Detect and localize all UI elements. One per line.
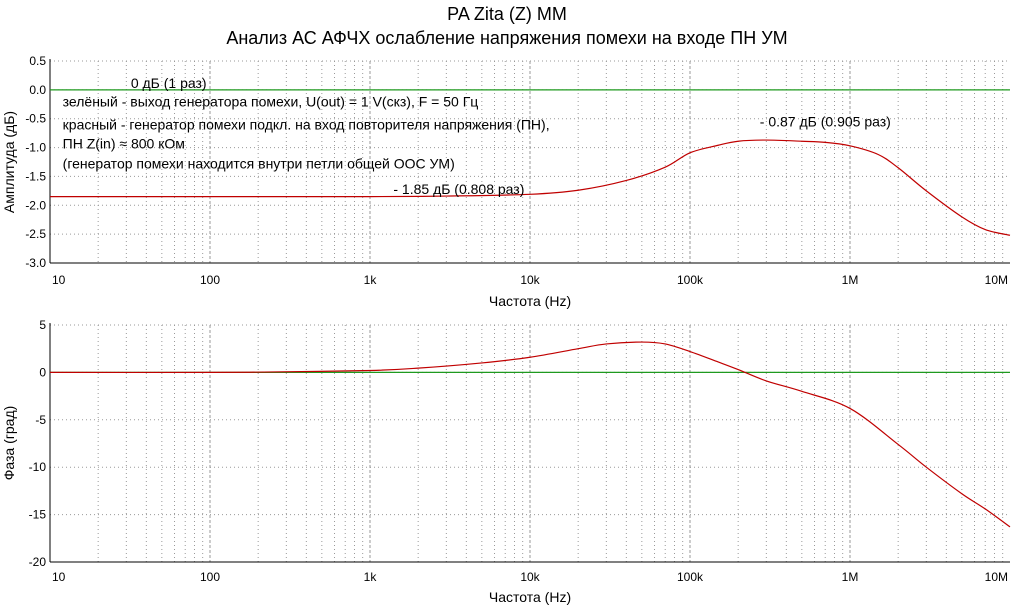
y-tick-label: -1.0 — [25, 141, 46, 155]
x-tick-label: 10k — [520, 570, 540, 584]
y-tick-label: -2.5 — [25, 227, 46, 241]
plot-panel-1: 0.5 0.0 -0.5 -1.0 -1.5 -2.0 -2.5 -3.0 10 100 1k 10k… — [1, 54, 1011, 309]
y-tick-label: 0.5 — [29, 54, 46, 68]
chart-annotation: ПН Z(in) ≈ 800 кОм — [63, 136, 185, 152]
x-tick-label: 1k — [364, 570, 378, 584]
y-tick-label: 0.0 — [29, 83, 46, 97]
x-tick-label: 10 — [52, 273, 66, 287]
plot-panel-2: 5 0 -5 -10 -15 -20 10 100 1k 10k 100k 1M 10M Частота … — [1, 318, 1011, 605]
chart-annotation: - 1.85 дБ (0.808 раз) — [393, 181, 524, 197]
x-tick-label: 10M — [985, 273, 1008, 287]
y-tick-label: -20 — [29, 555, 47, 569]
chart-annotation: красный - генератор помехи подкл. на вхо… — [63, 116, 550, 132]
chart-subtitle: Анализ АС АФЧХ ослабление напряжения пом… — [226, 28, 788, 48]
y-tick-label: -10 — [29, 460, 47, 474]
x-tick-label: 10 — [52, 570, 66, 584]
x-tick-label: 10M — [985, 570, 1008, 584]
chart-annotation: - 0.87 дБ (0.905 раз) — [760, 114, 891, 130]
x-axis-title: Частота (Hz) — [489, 293, 571, 309]
y-axis-title: Амплитуда (дБ) — [1, 111, 17, 213]
y-tick-label: -5 — [35, 413, 46, 427]
x-tick-label: 100 — [200, 273, 220, 287]
chart-annotation: зелёный - выход генератора помехи, U(out… — [63, 93, 479, 109]
x-tick-label: 10k — [520, 273, 540, 287]
y-tick-label: -3.0 — [25, 256, 46, 270]
series-line-red — [49, 341, 1011, 528]
y-tick-label: 5 — [39, 318, 46, 332]
y-tick-label: -0.5 — [25, 112, 46, 126]
chart-annotation: (генератор помехи находится внутри петли… — [63, 156, 455, 172]
y-tick-label: 0 — [39, 365, 46, 379]
x-tick-label: 100k — [677, 273, 704, 287]
x-tick-label: 1M — [842, 570, 859, 584]
x-axis-title: Частота (Hz) — [489, 589, 571, 605]
chart-title: PA Zita (Z) MM — [447, 4, 567, 24]
y-axis-title: Фаза (град) — [1, 406, 17, 481]
y-tick-label: -2.0 — [25, 198, 46, 212]
x-tick-label: 1k — [364, 273, 378, 287]
x-tick-label: 1M — [842, 273, 859, 287]
y-tick-label: -1.5 — [25, 169, 46, 183]
x-tick-label: 100k — [677, 570, 704, 584]
series-line-red — [49, 139, 1011, 236]
y-tick-label: -15 — [29, 508, 47, 522]
chart-annotation: 0 дБ (1 раз) — [131, 75, 207, 91]
x-tick-label: 100 — [200, 570, 220, 584]
